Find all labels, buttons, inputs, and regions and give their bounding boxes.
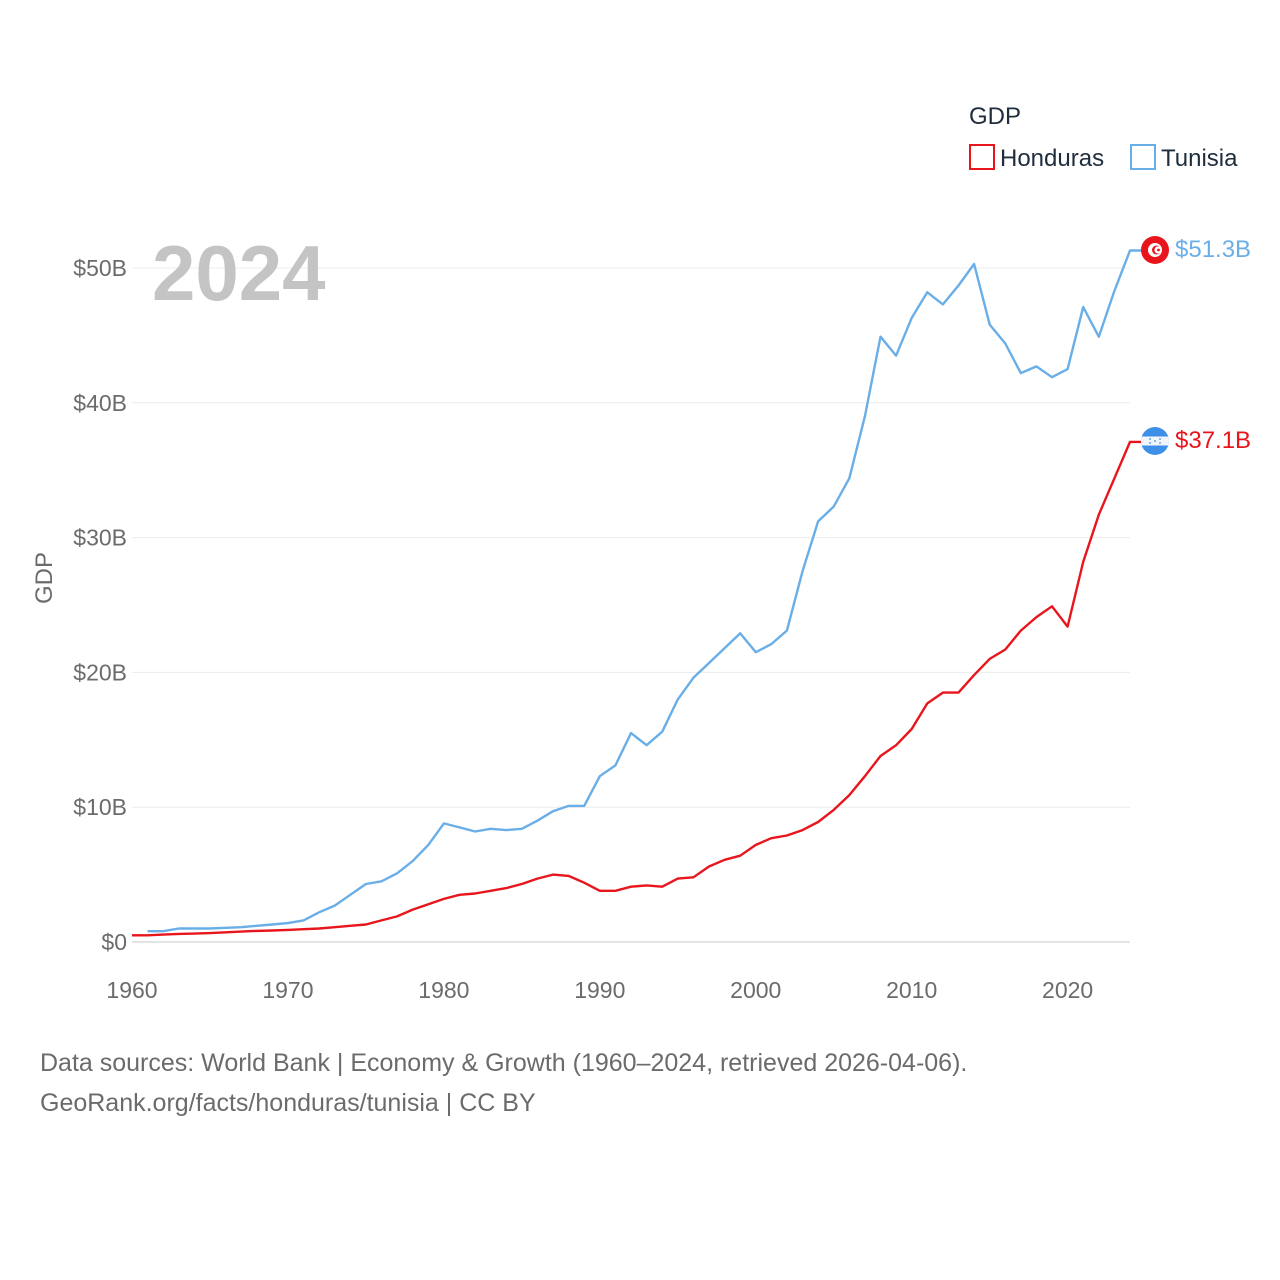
legend-swatch-honduras <box>969 144 995 170</box>
legend-item-honduras[interactable]: Honduras <box>969 144 1104 172</box>
legend-label-tunisia: Tunisia <box>1161 145 1238 172</box>
x-tick-label: 1970 <box>262 977 313 1003</box>
y-tick-label: $40B <box>73 390 127 416</box>
series-line-honduras[interactable] <box>132 440 1142 937</box>
x-tick-label: 1990 <box>574 977 625 1003</box>
series-lines <box>132 249 1142 937</box>
legend-title: GDP <box>969 103 1021 130</box>
grid-lines <box>132 267 1130 943</box>
legend: GDP Honduras Tunisia <box>969 103 1238 172</box>
x-tick-label: 1980 <box>418 977 469 1003</box>
y-tick-label: $20B <box>73 659 127 685</box>
x-tick-label: 2020 <box>1042 977 1093 1003</box>
source-line-1: Data sources: World Bank | Economy & Gro… <box>40 1049 968 1077</box>
data-source-note: Data sources: World Bank | Economy & Gro… <box>40 1043 967 1123</box>
end-value-label-honduras: $37.1B <box>1175 427 1251 454</box>
end-value-label-tunisia: $51.3B <box>1175 236 1251 263</box>
tunisia-flag-icon <box>1141 236 1169 264</box>
series-line-tunisia[interactable] <box>147 249 1142 933</box>
source-line-2[interactable]: GeoRank.org/facts/honduras/tunisia | CC … <box>40 1089 536 1117</box>
x-tick-label: 2000 <box>730 977 781 1003</box>
y-tick-label: $30B <box>73 525 127 551</box>
legend-swatch-tunisia <box>1130 144 1156 170</box>
x-tick-label: 2010 <box>886 977 937 1003</box>
y-tick-label: $0 <box>101 929 127 955</box>
legend-item-tunisia[interactable]: Tunisia <box>1130 144 1238 172</box>
x-axis-ticks: 1960 1970 1980 1990 2000 2010 2020 <box>106 977 1093 1003</box>
year-watermark: 2024 <box>152 229 326 317</box>
honduras-flag-icon <box>1141 427 1169 455</box>
gdp-line-chart: $0 $10B $20B $30B $40B $50B 1960 1970 1980 1990 2… <box>31 103 1251 1003</box>
legend-label-honduras: Honduras <box>1000 145 1104 172</box>
y-axis-ticks: $0 $10B $20B $30B $40B $50B <box>73 255 127 955</box>
y-axis-label: GDP <box>31 552 58 604</box>
y-tick-label: $50B <box>73 255 127 281</box>
x-tick-label: 1960 <box>106 977 157 1003</box>
y-tick-label: $10B <box>73 794 127 820</box>
